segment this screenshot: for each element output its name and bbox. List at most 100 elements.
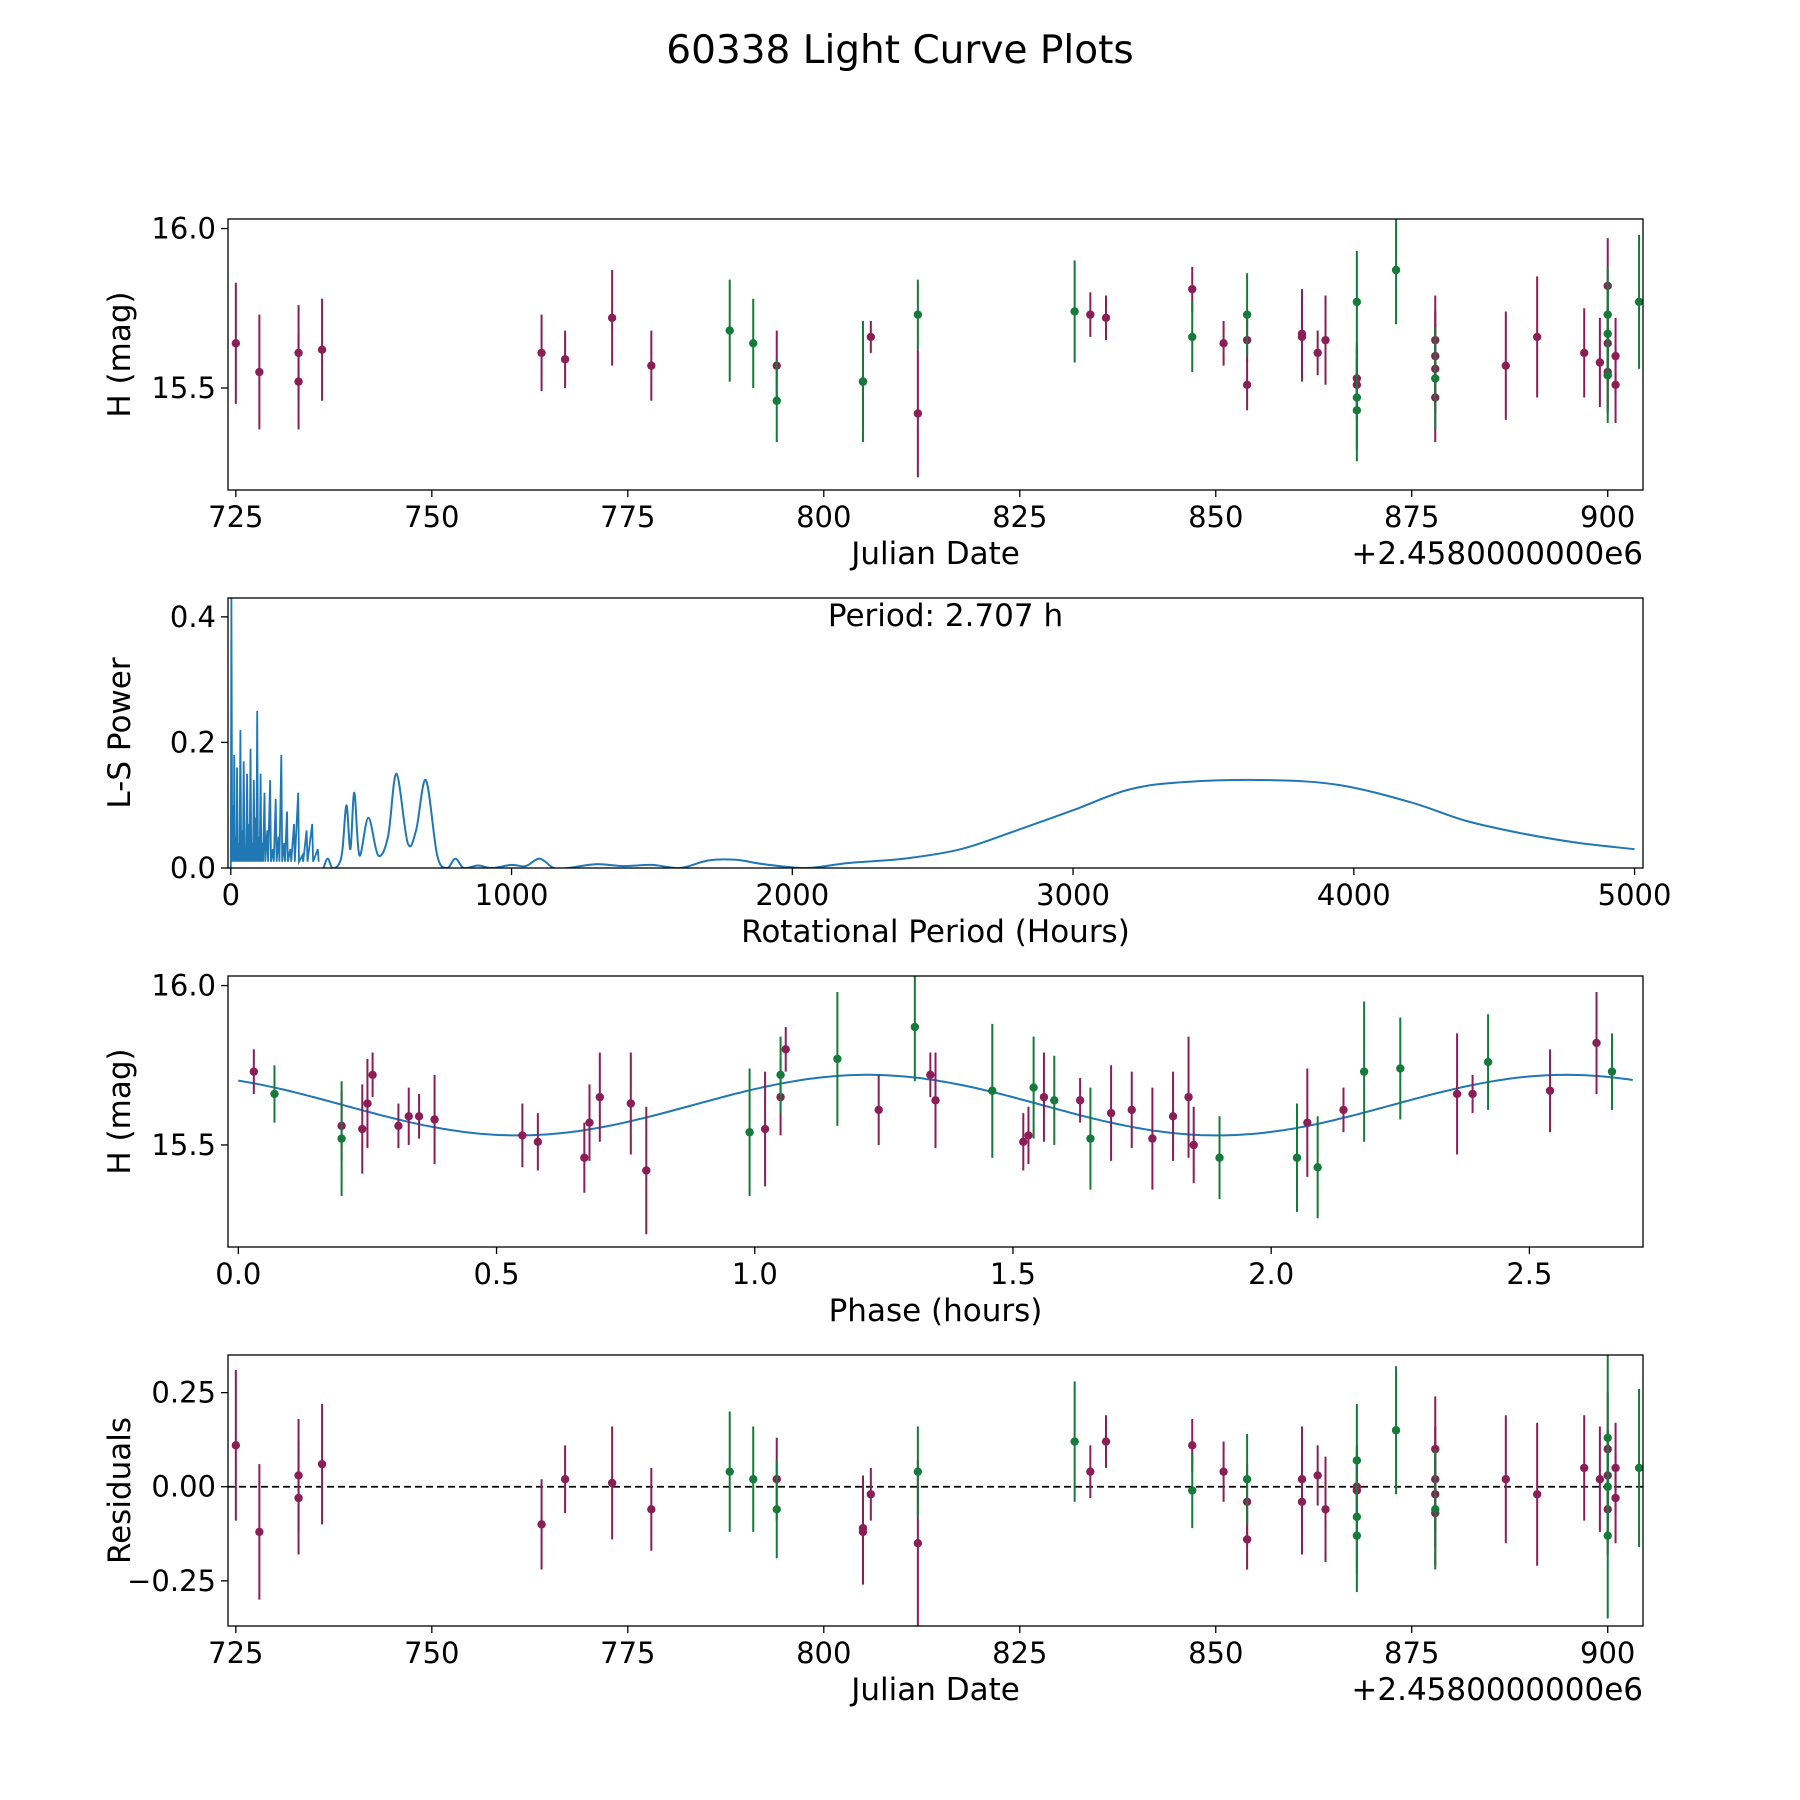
data-point — [1391, 1426, 1401, 1435]
data-point — [1545, 1086, 1555, 1095]
data-point — [1580, 348, 1589, 358]
x-tick-label: 0.5 — [473, 1257, 519, 1291]
y-tick-label: 0.0 — [170, 851, 216, 885]
y-tick-label: 16.0 — [151, 212, 216, 246]
data-point — [1603, 1531, 1612, 1540]
data-point — [1321, 1505, 1330, 1514]
data-point — [1352, 297, 1362, 307]
data-point — [580, 1153, 589, 1162]
data-point — [772, 396, 781, 405]
x-tick-label: 2.0 — [1248, 1257, 1294, 1291]
data-point — [1050, 1096, 1059, 1105]
data-point — [1297, 332, 1307, 342]
data-point — [255, 367, 264, 377]
data-point — [1292, 1153, 1302, 1162]
y-tick-label: 0.4 — [170, 600, 216, 634]
x-tick-label: 725 — [208, 1636, 263, 1670]
data-point — [642, 1166, 651, 1175]
plot-frame — [227, 1354, 1644, 1627]
data-point — [1148, 1134, 1157, 1143]
x-tick-label: 775 — [600, 500, 655, 534]
data-point — [337, 1134, 346, 1143]
data-point — [647, 361, 656, 370]
data-point — [866, 1490, 876, 1499]
data-point — [1303, 1118, 1312, 1127]
data-point — [607, 313, 617, 323]
y-tick-label: 15.5 — [151, 1128, 216, 1162]
light-curve-plot: 725 750 775 800 825 850 875 900 15.5 16.0 Julian D… — [102, 212, 1644, 572]
data-point — [249, 1067, 259, 1076]
data-point — [626, 1099, 636, 1108]
data-point — [1592, 1038, 1601, 1048]
best-period-annotation: Period: 2.707 h — [828, 598, 1063, 634]
data-point — [1532, 332, 1542, 342]
data-point — [749, 339, 758, 348]
data-point — [1086, 1134, 1095, 1143]
data-point — [607, 1478, 617, 1488]
data-point — [1168, 1112, 1178, 1121]
data-point — [231, 1441, 241, 1450]
x-tick-label: 875 — [1384, 1636, 1439, 1670]
data-point — [1321, 335, 1330, 345]
x-tick-label: 825 — [992, 500, 1047, 534]
data-point — [1634, 1463, 1643, 1473]
x-tick-label: 900 — [1580, 500, 1635, 534]
plot-frame — [227, 218, 1644, 491]
x-tick-label: 775 — [600, 1636, 655, 1670]
data-point — [1532, 1490, 1542, 1499]
data-point — [317, 1459, 327, 1469]
data-point — [533, 1137, 543, 1146]
data-point — [1313, 348, 1322, 358]
periodogram-spikes — [229, 598, 320, 868]
x-tick-label: 900 — [1580, 1636, 1635, 1670]
residuals-plot: 725 750 775 800 825 850 875 900 0.25 0.00 −0.25 Jul… — [102, 1354, 1644, 1708]
data-point — [1580, 1463, 1589, 1473]
data-point — [858, 377, 868, 386]
data-point — [1075, 1096, 1085, 1105]
data-point — [1595, 1475, 1605, 1484]
x-axis-label: Julian Date — [849, 1672, 1020, 1708]
x-offset-text: +2.4580000000e6 — [1351, 536, 1643, 572]
data-point — [725, 326, 734, 335]
data-point — [1313, 1163, 1322, 1172]
data-point — [363, 1099, 372, 1108]
data-point — [595, 1092, 605, 1102]
x-tick-label: 875 — [1384, 500, 1439, 534]
x-tick-label: 825 — [992, 1636, 1047, 1670]
y-axis-label: L-S Power — [102, 657, 138, 808]
x-axis-label: Julian Date — [849, 536, 1020, 572]
data-point — [294, 1493, 303, 1503]
y-tick-label: 0.25 — [151, 1376, 216, 1410]
data-point — [1019, 1137, 1028, 1146]
data-point — [1086, 310, 1095, 319]
data-point — [1431, 1505, 1440, 1514]
data-point — [1431, 374, 1440, 383]
data-point — [270, 1089, 279, 1099]
data-point — [1352, 406, 1362, 415]
data-point — [913, 1467, 923, 1476]
data-point — [1242, 1535, 1252, 1544]
data-point — [776, 1070, 785, 1080]
data-point — [518, 1131, 527, 1140]
data-point — [1024, 1131, 1033, 1140]
data-point — [1483, 1057, 1493, 1067]
data-point — [1215, 1153, 1224, 1162]
data-point — [1188, 332, 1197, 342]
x-axis-label: Phase (hours) — [829, 1293, 1043, 1329]
x-tick-label: 0 — [222, 878, 240, 912]
data-point — [1039, 1092, 1049, 1102]
data-point — [560, 355, 570, 364]
data-point — [1219, 1467, 1228, 1476]
data-point — [317, 345, 327, 354]
data-point — [866, 332, 876, 342]
data-layer — [238, 976, 1633, 1235]
y-tick-label: 16.0 — [151, 969, 216, 1003]
data-layer — [228, 1355, 1643, 1626]
x-tick-label: 750 — [404, 500, 459, 534]
data-point — [913, 1538, 923, 1548]
data-point — [1595, 358, 1605, 367]
data-point — [1184, 1092, 1193, 1102]
data-point — [1242, 380, 1252, 389]
data-point — [1501, 1475, 1511, 1484]
data-point — [231, 339, 241, 348]
